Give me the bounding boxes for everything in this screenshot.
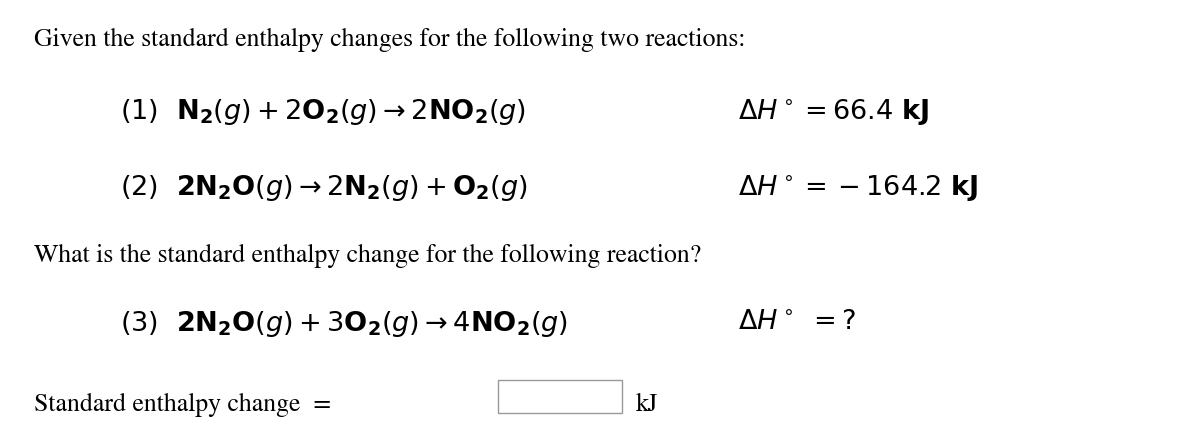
Text: What is the standard enthalpy change for the following reaction?: What is the standard enthalpy change for… <box>34 244 701 268</box>
Text: $\Delta H^\circ\ {=}?$: $\Delta H^\circ\ {=}?$ <box>738 309 856 335</box>
FancyBboxPatch shape <box>498 380 622 413</box>
Text: kJ: kJ <box>636 393 659 417</box>
Text: Standard enthalpy change  =: Standard enthalpy change = <box>34 393 331 417</box>
Text: Given the standard enthalpy changes for the following two reactions:: Given the standard enthalpy changes for … <box>34 28 745 52</box>
Text: $\Delta H^\circ = -164.2\ \mathbf{kJ}$: $\Delta H^\circ = -164.2\ \mathbf{kJ}$ <box>738 173 978 203</box>
Text: $(3)\ \ \mathbf{2N_2O}(g) + 3\mathbf{O_2}(g) \rightarrow 4\mathbf{NO_2}(g)$: $(3)\ \ \mathbf{2N_2O}(g) + 3\mathbf{O_2… <box>120 309 568 339</box>
Text: $(1)\ \ \mathbf{N_2}(g) + 2\mathbf{O_2}(g) \rightarrow 2\mathbf{NO_2}(g)$: $(1)\ \ \mathbf{N_2}(g) + 2\mathbf{O_2}(… <box>120 97 526 127</box>
Text: $\Delta H^\circ = 66.4\ \mathbf{kJ}$: $\Delta H^\circ = 66.4\ \mathbf{kJ}$ <box>738 97 929 127</box>
Text: $(2)\ \ \mathbf{2N_2O}(g) \rightarrow 2\mathbf{N_2}(g) + \mathbf{O_2}(g)$: $(2)\ \ \mathbf{2N_2O}(g) \rightarrow 2\… <box>120 173 528 203</box>
